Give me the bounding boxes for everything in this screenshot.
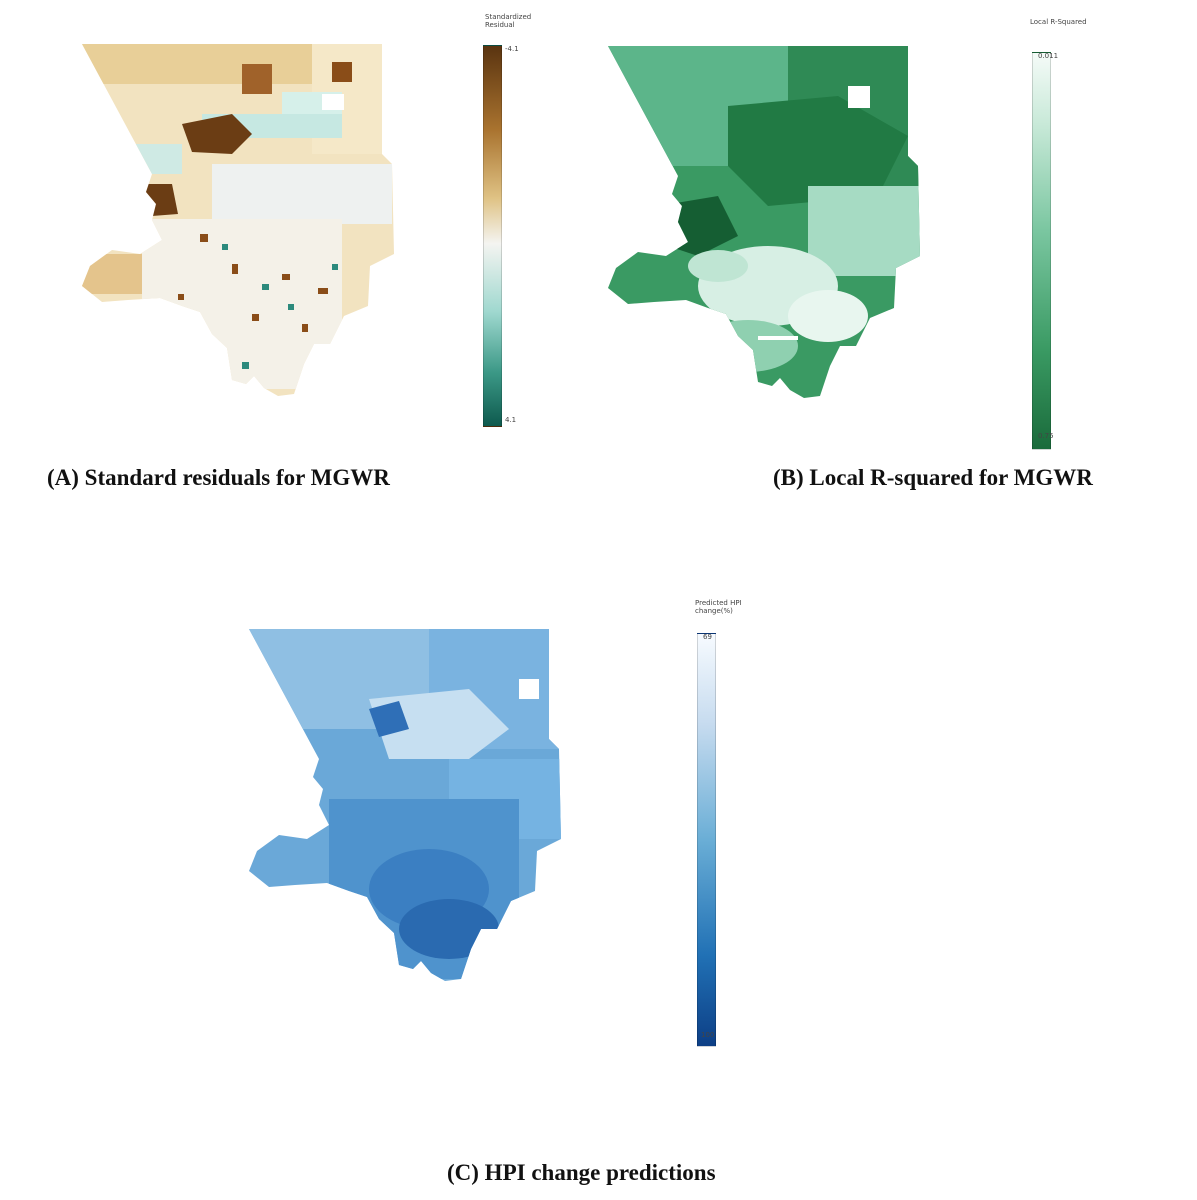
caption-c: (C) HPI change predictions	[447, 1160, 716, 1185]
panel-b: Local R-Squared 0.011 0.75	[590, 18, 1087, 450]
legend-c-title-line2: change(%)	[695, 607, 733, 615]
caption-b: (B) Local R-squared for MGWR	[773, 465, 1093, 490]
legend-c-max-label: 100	[701, 1031, 715, 1039]
legend-a-max-label: 4.1	[505, 416, 517, 424]
map-a	[82, 44, 394, 396]
panel-a: Standardized Residual -4.1 4.1	[55, 13, 531, 440]
legend-b-max-label: 0.75	[1038, 432, 1054, 440]
colorbar-b	[1032, 52, 1051, 450]
legend-a-title: Standardized Residual	[485, 13, 575, 29]
legend-a-min-label: -4.1	[505, 45, 519, 53]
map-c	[249, 629, 561, 981]
legend-c-title-line1: Predicted HPI	[695, 599, 742, 607]
panel-c: Predicted HPI change(%) 69 100	[235, 599, 755, 1055]
legend-b-title: Local R-Squared	[1030, 18, 1087, 26]
legend-c-title: Predicted HPI change(%)	[695, 599, 785, 615]
legend-a-title-line1: Standardized	[485, 13, 532, 21]
caption-a: (A) Standard residuals for MGWR	[47, 465, 390, 490]
legend-b-min-label: 0.011	[1038, 52, 1059, 60]
legend-a-title-line2: Residual	[485, 21, 515, 29]
colorbar-a	[483, 45, 502, 427]
map-b	[608, 46, 920, 398]
colorbar-c	[697, 633, 716, 1047]
legend-c-min-label: 69	[703, 633, 712, 641]
